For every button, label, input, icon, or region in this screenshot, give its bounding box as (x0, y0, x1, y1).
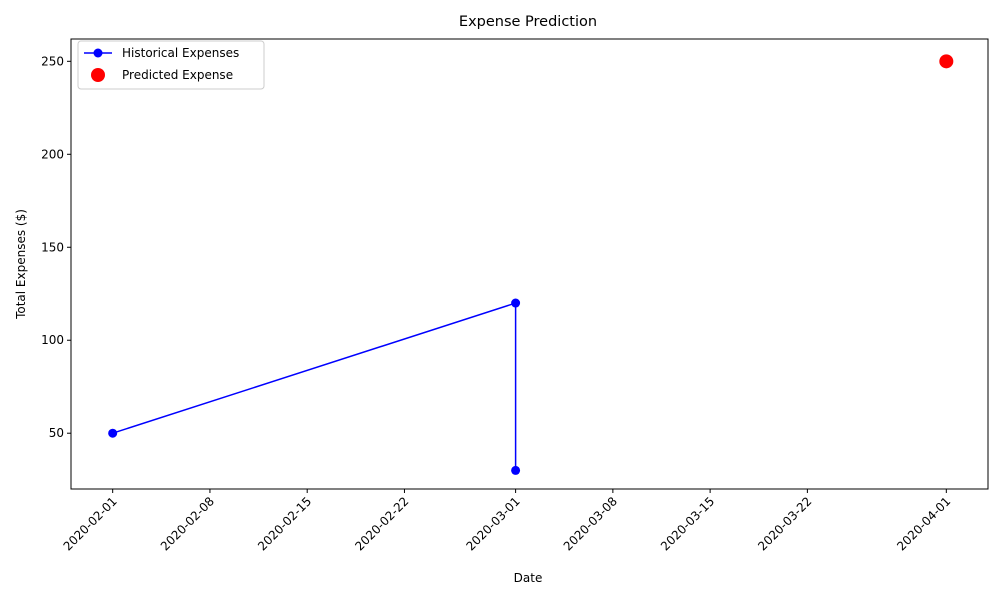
x-tick-label: 2020-03-01 (464, 494, 523, 553)
legend-box (77, 40, 265, 90)
y-tick-label: 200 (41, 147, 64, 161)
chart-title: Expense Prediction (459, 14, 597, 30)
historical-expenses-line (112, 302, 517, 471)
historical-expense-point (108, 428, 118, 438)
legend-label-predicted: Predicted Expense (122, 68, 233, 82)
x-axis: 2020-02-01 2020-02-08 2020-02-15 2020-02-22… (61, 489, 953, 553)
x-tick-label: 2020-02-08 (158, 494, 217, 553)
x-axis-label: Date (514, 571, 543, 585)
y-tick-label: 50 (49, 426, 64, 440)
y-axis-label: Total Expenses ($) (14, 209, 28, 320)
y-tick-label: 250 (41, 54, 64, 68)
predicted-expense-point (939, 54, 954, 69)
y-axis: 50 100 150 200 250 (41, 54, 71, 440)
historical-expense-point (511, 465, 521, 475)
historical-expense-point (511, 298, 521, 308)
x-tick-label: 2020-03-22 (755, 494, 814, 553)
x-tick-label: 2020-02-01 (61, 494, 120, 553)
x-tick-label: 2020-02-22 (352, 494, 411, 553)
legend: Historical Expenses Predicted Expense (77, 40, 265, 90)
series-layer (108, 54, 954, 475)
y-tick-label: 150 (41, 240, 64, 254)
x-tick-label: 2020-02-15 (255, 494, 314, 553)
x-tick-label: 2020-03-15 (658, 494, 717, 553)
plot-area (70, 38, 989, 490)
legend-marker-predicted (91, 68, 105, 82)
y-tick-label: 100 (41, 333, 64, 347)
legend-label-historical: Historical Expenses (122, 46, 239, 60)
x-tick-label: 2020-04-01 (894, 494, 953, 553)
x-tick-label: 2020-03-08 (561, 494, 620, 553)
legend-marker-historical (93, 48, 103, 58)
